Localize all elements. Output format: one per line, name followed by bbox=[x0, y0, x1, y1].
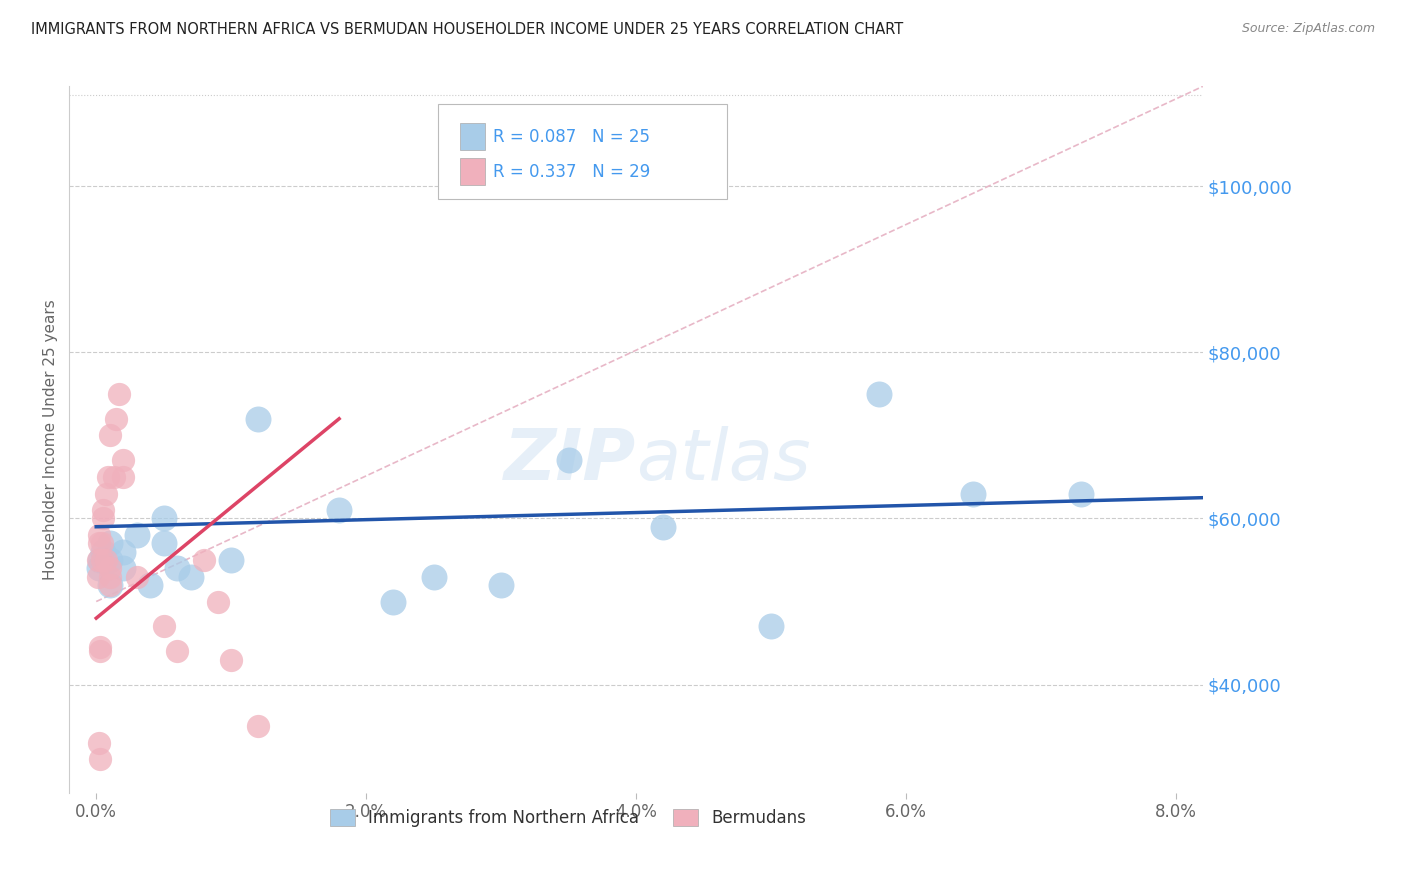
Point bbox=[91, 511, 114, 525]
Point bbox=[89, 644, 111, 658]
Point bbox=[98, 569, 121, 583]
Point bbox=[112, 561, 135, 575]
Point bbox=[382, 594, 405, 608]
Point bbox=[108, 386, 131, 401]
Point bbox=[180, 569, 202, 583]
Point bbox=[125, 569, 148, 583]
Point bbox=[87, 736, 110, 750]
Point bbox=[489, 578, 512, 592]
Text: R = 0.087   N = 25: R = 0.087 N = 25 bbox=[494, 128, 650, 145]
Text: R = 0.337   N = 29: R = 0.337 N = 29 bbox=[494, 163, 651, 181]
Point bbox=[98, 428, 121, 442]
Point bbox=[868, 386, 890, 401]
Point bbox=[98, 578, 121, 592]
Text: IMMIGRANTS FROM NORTHERN AFRICA VS BERMUDAN HOUSEHOLDER INCOME UNDER 25 YEARS CO: IMMIGRANTS FROM NORTHERN AFRICA VS BERMU… bbox=[31, 22, 903, 37]
Point bbox=[557, 453, 579, 467]
Point bbox=[112, 470, 135, 484]
Point bbox=[91, 544, 114, 558]
Point bbox=[152, 511, 174, 525]
Point bbox=[90, 553, 112, 567]
Legend: Immigrants from Northern Africa, Bermudans: Immigrants from Northern Africa, Bermuda… bbox=[323, 802, 813, 834]
Point bbox=[652, 520, 675, 534]
Point bbox=[139, 578, 162, 592]
Point bbox=[90, 536, 112, 550]
Point bbox=[98, 536, 121, 550]
Point bbox=[87, 536, 110, 550]
Point bbox=[89, 752, 111, 766]
Point bbox=[97, 470, 120, 484]
Point bbox=[89, 640, 111, 655]
Point bbox=[207, 594, 229, 608]
Point bbox=[94, 553, 117, 567]
Point bbox=[86, 553, 108, 567]
Point bbox=[87, 561, 110, 575]
Point bbox=[86, 569, 108, 583]
Point bbox=[759, 619, 782, 633]
Point bbox=[94, 486, 117, 500]
Point bbox=[112, 453, 135, 467]
Point bbox=[98, 553, 121, 567]
Text: atlas: atlas bbox=[636, 426, 811, 495]
Point bbox=[328, 503, 350, 517]
Y-axis label: Householder Income Under 25 years: Householder Income Under 25 years bbox=[44, 299, 58, 580]
Point bbox=[125, 528, 148, 542]
Point bbox=[193, 553, 215, 567]
Point bbox=[166, 561, 188, 575]
Point bbox=[87, 528, 110, 542]
Point bbox=[152, 536, 174, 550]
Point bbox=[152, 619, 174, 633]
Point bbox=[103, 470, 125, 484]
Text: ZIP: ZIP bbox=[503, 426, 636, 495]
Point bbox=[91, 503, 114, 517]
Text: Source: ZipAtlas.com: Source: ZipAtlas.com bbox=[1241, 22, 1375, 36]
Point bbox=[219, 653, 242, 667]
Point bbox=[98, 578, 121, 592]
Point bbox=[219, 553, 242, 567]
Point bbox=[422, 569, 444, 583]
Point bbox=[166, 644, 188, 658]
Point bbox=[1070, 486, 1092, 500]
Point bbox=[89, 553, 111, 567]
Point bbox=[112, 544, 135, 558]
FancyBboxPatch shape bbox=[437, 104, 727, 200]
FancyBboxPatch shape bbox=[460, 123, 485, 150]
Point bbox=[247, 719, 270, 733]
Point bbox=[247, 411, 270, 425]
FancyBboxPatch shape bbox=[460, 159, 485, 186]
Point bbox=[98, 561, 121, 575]
Point bbox=[105, 411, 128, 425]
Point bbox=[962, 486, 984, 500]
